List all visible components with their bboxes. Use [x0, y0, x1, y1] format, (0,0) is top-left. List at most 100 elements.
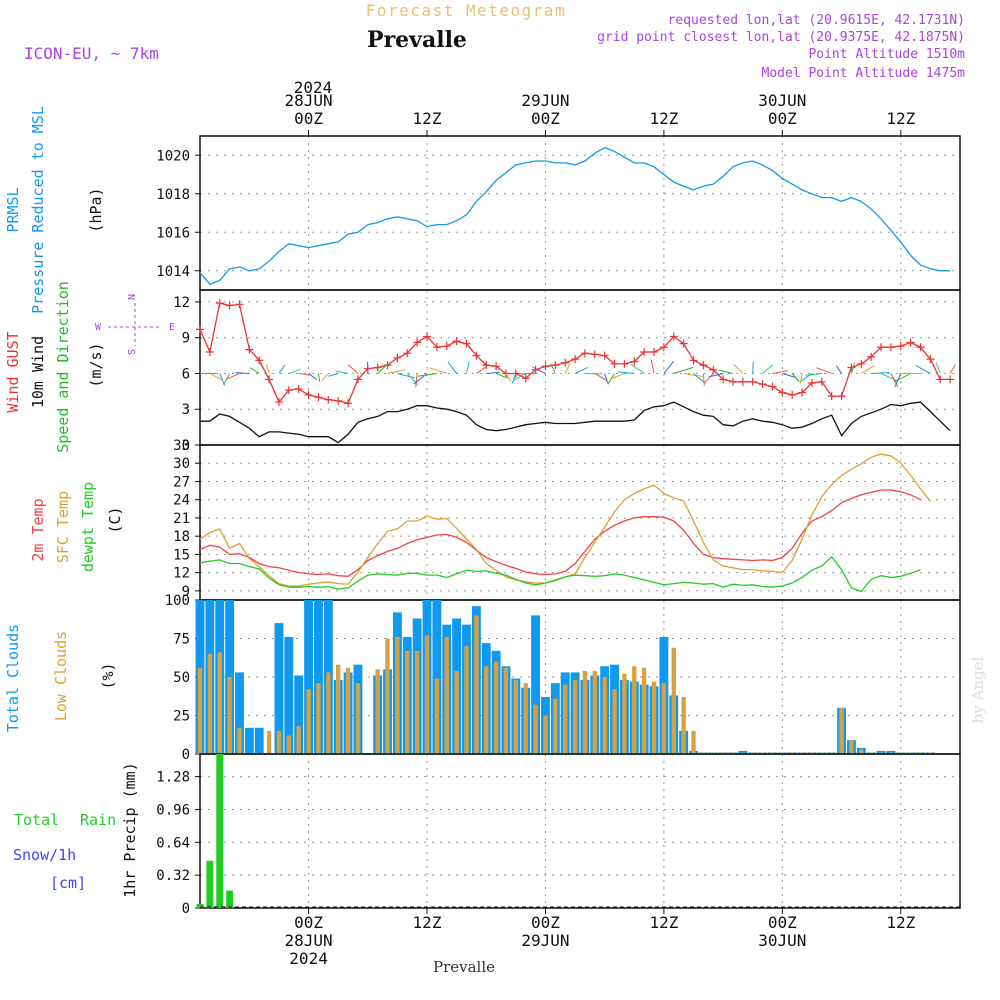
gust-marker [551, 361, 560, 370]
ytick-label-wind: 12 [173, 295, 190, 311]
low-cloud-bar [582, 670, 588, 754]
wind-dir-arrow [550, 362, 556, 374]
panel-frame-wind [199, 289, 961, 446]
total-clouds-label: Total Clouds [4, 624, 22, 732]
bottom-tick-label: 12Z [649, 913, 678, 932]
low-cloud-bar [503, 667, 509, 754]
gust-marker [245, 345, 254, 354]
ytick-label-temp: 9 [182, 584, 190, 600]
gust-marker [304, 390, 313, 399]
ytick-label-temp: 24 [173, 493, 190, 509]
low-cloud-bar [928, 752, 933, 754]
gust-marker [768, 382, 777, 391]
wind-dir-arrow [347, 364, 359, 374]
ytick-label-wind: 9 [182, 331, 190, 347]
gust-marker [758, 380, 767, 389]
gust-marker [886, 343, 895, 352]
wind-dir-arrow [225, 373, 240, 380]
wind-dir-arrow [791, 373, 800, 383]
low-cloud-bar [543, 715, 548, 754]
gust-marker [284, 386, 293, 395]
wind-dir-arrow [935, 362, 941, 374]
low-cloud-bar [908, 752, 913, 754]
bottom-tick-label: 2024 [289, 949, 328, 968]
gust-marker [857, 359, 866, 368]
ytick-label-temp: 15 [173, 547, 190, 563]
wind-dir-arrow [835, 365, 842, 374]
wind-dir-arrow [890, 373, 899, 387]
gust-marker [788, 390, 797, 399]
gust-marker [916, 343, 925, 352]
gust-marker [521, 374, 530, 383]
bottom-tick-label: 12Z [413, 913, 442, 932]
wind-dir-arrow [387, 369, 406, 374]
wind-dir-arrow [703, 373, 714, 384]
gust-marker [393, 353, 402, 362]
ytick-label-clouds: 25 [173, 709, 190, 725]
wind-dir-arrow [377, 363, 389, 374]
wind-dir-arrow [708, 372, 724, 378]
series-line-pressure [199, 146, 951, 285]
low-cloud-bar [266, 730, 272, 754]
wind-dir-arrow [594, 373, 608, 382]
wind-dir-arrow [495, 372, 509, 379]
panel-frame-pressure [199, 135, 961, 291]
gust-marker [482, 361, 491, 370]
wind-dir-arrow [733, 363, 744, 374]
prmsl-label: PRMSL [4, 187, 22, 232]
low-cloud-bar [632, 666, 637, 754]
compass-s: S [127, 349, 138, 355]
wind-dir-arrow [466, 361, 470, 374]
gust-marker [442, 342, 451, 351]
total-cloud-bar [304, 600, 314, 754]
gust-marker [255, 356, 264, 365]
gust-marker [403, 349, 412, 358]
low-cloud-bar [395, 636, 400, 754]
low-cloud-bar [523, 683, 528, 754]
low-cloud-bar [493, 661, 499, 754]
ytick-label-temp: 30 [173, 456, 190, 472]
top-tick-label: 28JUN [284, 91, 332, 110]
top-tick-label: 30JUN [758, 91, 806, 110]
total-cloud-bar [738, 750, 748, 754]
gust-marker [689, 356, 698, 365]
wind-dir-arrow [893, 373, 911, 383]
low-cloud-bar [197, 667, 203, 754]
panel-frame-precip [199, 753, 961, 909]
low-cloud-bar [553, 698, 558, 754]
gust-marker [353, 375, 362, 384]
gust-marker [383, 361, 392, 370]
snow-label: Snow/1h [13, 846, 76, 864]
bottom-tick-label: 00Z [531, 913, 560, 932]
top-tick-label: 00Z [294, 109, 323, 128]
ytick-label-precip: 1.28 [156, 770, 190, 786]
low-cloud-bar [799, 752, 805, 754]
wind-dir-arrow [663, 360, 674, 374]
top-tick-label: 12Z [886, 109, 915, 128]
ytick-label-wind: 0 [182, 438, 190, 454]
sfc-temp-label: SFC Temp [54, 491, 72, 563]
wind-dir-arrow [321, 373, 329, 382]
gust-marker [817, 377, 826, 386]
total-cloud-bar [274, 623, 284, 754]
low-cloud-bar [336, 664, 341, 754]
low-cloud-bar [424, 635, 430, 754]
ytick-label-precip: 0.96 [156, 802, 190, 818]
low-cloud-bar [375, 669, 380, 754]
total-cloud-bar [244, 727, 254, 754]
ytick-label-temp: 33 [173, 438, 190, 454]
wind-dir-arrow [718, 369, 734, 374]
wind-dir-arrow [335, 370, 349, 374]
wind-dir-label: Speed and Direction [54, 281, 72, 453]
wind-unit: (m/s) [87, 342, 105, 387]
ytick-label-clouds: 100 [165, 593, 190, 609]
gust-label: Wind GUST [4, 331, 22, 412]
low-cloud-bar [809, 752, 815, 754]
wind-dir-arrow [782, 372, 797, 379]
watermark: by Angel [969, 656, 987, 723]
series-line-temp [199, 489, 921, 577]
gust-marker [847, 363, 856, 372]
gust-marker [580, 349, 589, 358]
precip-unit: 1hr Precip (mm) [121, 762, 139, 897]
